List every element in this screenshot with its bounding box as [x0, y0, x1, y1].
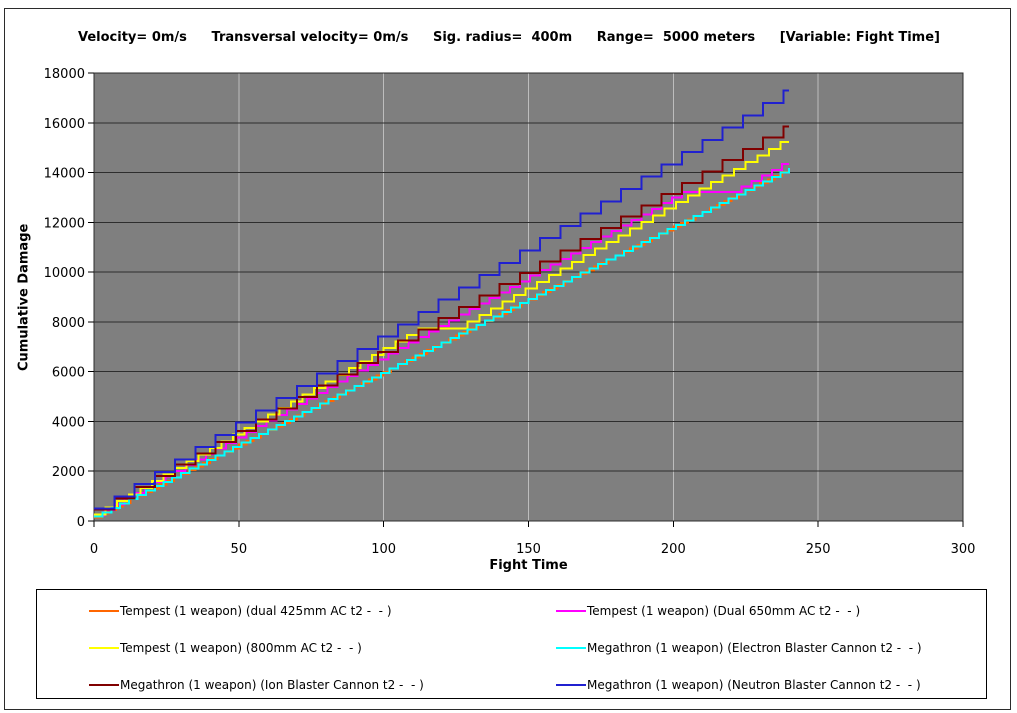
- series-line-3: [94, 168, 791, 518]
- legend-label: Megathron (1 weapon) (Neutron Blaster Ca…: [587, 677, 921, 692]
- y-tick-label: 18000: [44, 67, 85, 82]
- y-tick-label: 14000: [44, 167, 85, 182]
- series-line-2: [94, 141, 790, 516]
- legend-label: Tempest (1 weapon) (Dual 650mm AC t2 - -…: [587, 603, 861, 618]
- y-tick-label: 8000: [52, 316, 85, 331]
- y-tick-label: 6000: [52, 366, 85, 381]
- x-tick-label: 200: [661, 542, 686, 557]
- y-tick-label: 16000: [44, 117, 85, 132]
- chart-title-segment: Velocity= 0m/s: [78, 30, 187, 45]
- legend-label: Tempest (1 weapon) (dual 425mm AC t2 - -…: [120, 603, 392, 618]
- legend-item: Tempest (1 weapon) (800mm AC t2 - - ): [89, 640, 556, 655]
- x-tick-label: 0: [90, 542, 98, 557]
- chart-title-segment: Sig. radius= 400m: [432, 30, 573, 45]
- y-tick-label: 12000: [44, 216, 85, 231]
- y-tick-label: 0: [77, 515, 85, 530]
- chart-title-segment: Range= 5000 meters: [596, 30, 756, 45]
- chart-legend: Tempest (1 weapon) (dual 425mm AC t2 - -…: [36, 589, 987, 699]
- chart-title-segment: [Variable: Fight Time]: [779, 30, 940, 45]
- legend-line-swatch: [556, 646, 586, 649]
- chart-title-segment: Transversal velocity= 0m/s: [211, 30, 409, 45]
- legend-label: Megathron (1 weapon) (Ion Blaster Cannon…: [120, 677, 424, 692]
- legend-label: Megathron (1 weapon) (Electron Blaster C…: [587, 640, 922, 655]
- y-axis-title: Cumulative Damage: [16, 223, 32, 371]
- x-tick-label: 250: [806, 542, 831, 557]
- legend-item: Megathron (1 weapon) (Electron Blaster C…: [556, 640, 986, 655]
- legend-item: Megathron (1 weapon) (Ion Blaster Cannon…: [89, 677, 556, 692]
- x-tick-label: 300: [951, 542, 976, 557]
- y-tick-label: 10000: [44, 266, 85, 281]
- x-tick-label: 100: [371, 542, 396, 557]
- chart-title: Velocity= 0m/s Transversal velocity= 0m/s…: [78, 30, 940, 45]
- y-tick-label: 4000: [52, 415, 85, 430]
- legend-line-swatch: [556, 683, 586, 686]
- legend-line-swatch: [89, 609, 119, 612]
- legend-line-swatch: [89, 646, 119, 649]
- legend-item: Tempest (1 weapon) (Dual 650mm AC t2 - -…: [556, 603, 986, 618]
- legend-label: Tempest (1 weapon) (800mm AC t2 - - ): [120, 640, 362, 655]
- legend-item: Megathron (1 weapon) (Neutron Blaster Ca…: [556, 677, 986, 692]
- legend-line-swatch: [89, 683, 119, 686]
- series-line-5: [94, 89, 790, 510]
- legend-line-swatch: [556, 609, 586, 612]
- x-axis-title: Fight Time: [489, 558, 568, 573]
- y-tick-label: 2000: [52, 465, 85, 480]
- x-tick-label: 50: [231, 542, 248, 557]
- x-tick-label: 150: [516, 542, 541, 557]
- legend-item: Tempest (1 weapon) (dual 425mm AC t2 - -…: [89, 603, 556, 618]
